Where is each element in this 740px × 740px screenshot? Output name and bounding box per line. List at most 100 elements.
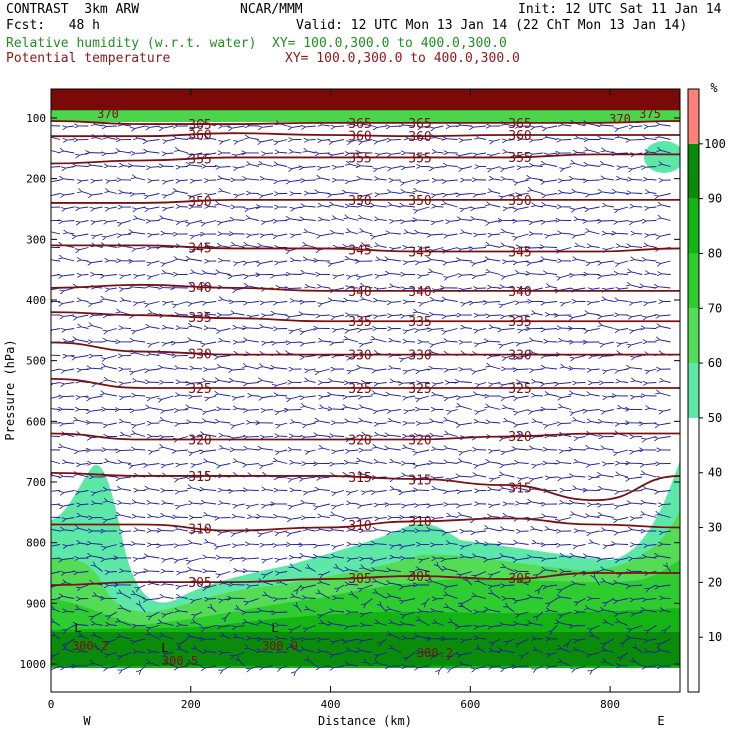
theta-label: 365 — [188, 118, 211, 133]
wind-vector — [492, 192, 501, 194]
wind-vector — [262, 126, 274, 127]
wind-vector — [417, 312, 430, 316]
wind-vector — [233, 369, 245, 370]
theta-label: 330 — [348, 349, 371, 364]
wind-vector — [602, 260, 614, 263]
wind-vector — [503, 341, 515, 345]
wind-vector — [152, 180, 160, 181]
colorbar-label: 70 — [708, 301, 722, 315]
wind-vector — [647, 383, 657, 384]
wind-vector — [405, 288, 416, 289]
theta-label: 350 — [188, 195, 211, 210]
rh-fill-90 — [51, 632, 680, 666]
wind-vector — [365, 246, 373, 248]
wind-vector — [138, 275, 146, 276]
wind-vector — [264, 179, 274, 180]
wind-vector — [631, 246, 643, 247]
wind-vector — [491, 166, 501, 170]
wind-vector — [489, 407, 501, 410]
wind-vector — [190, 408, 203, 410]
wind-vector — [550, 477, 558, 478]
wind-vector — [490, 205, 501, 208]
wind-vector — [276, 342, 288, 343]
wind-vector — [516, 666, 529, 667]
wind-vector — [505, 274, 515, 277]
wind-vector — [619, 260, 629, 264]
wind-vector — [362, 193, 373, 197]
wind-vector — [305, 437, 316, 438]
wind-vector — [163, 125, 174, 128]
theta-label: 355 — [188, 153, 211, 168]
wind-vector — [378, 139, 387, 142]
wind-vector — [265, 410, 274, 411]
wind-vector — [294, 234, 302, 235]
wind-vector — [405, 315, 416, 316]
wind-vector — [336, 329, 345, 330]
wind-vector — [322, 220, 330, 221]
colorbar-swatch — [688, 308, 699, 364]
wind-vector — [109, 192, 117, 194]
wind-vector — [278, 139, 288, 142]
wind-vector — [602, 315, 614, 316]
rh-top-blob — [644, 141, 680, 173]
wind-vector — [649, 273, 657, 274]
wind-vector — [251, 638, 259, 639]
wind-vector — [149, 287, 160, 288]
wind-vector — [308, 381, 316, 383]
wind-vector — [379, 246, 387, 248]
wind-vector — [422, 288, 430, 289]
wind-vector — [518, 409, 529, 413]
wind-vector — [630, 368, 643, 369]
wind-vector — [432, 329, 444, 330]
wind-vector — [379, 179, 387, 180]
wind-vector — [67, 233, 75, 234]
wind-vector — [544, 247, 558, 248]
wind-vector — [223, 191, 231, 194]
wind-vector — [535, 313, 543, 316]
wind-vector — [635, 260, 643, 262]
colorbar-label: 60 — [708, 356, 722, 370]
wind-vector — [232, 125, 245, 128]
wind-vector — [545, 302, 558, 303]
wind-vector — [618, 274, 629, 275]
wind-vector — [630, 140, 643, 141]
wind-vector — [105, 299, 117, 302]
wind-vector — [148, 193, 160, 197]
y-axis-label: Pressure (hPa) — [3, 339, 17, 440]
wind-vector — [335, 126, 345, 127]
wind-vector — [507, 207, 515, 208]
wind-vector — [190, 220, 203, 224]
wind-vector — [588, 165, 600, 167]
header-model: CONTRAST 3km ARW — [6, 2, 140, 17]
wind-vector — [351, 274, 359, 277]
theta-label: 305 — [408, 570, 431, 585]
wind-vector — [433, 166, 444, 169]
wind-vector — [446, 315, 458, 316]
wind-vector — [662, 205, 671, 208]
wind-vector — [303, 167, 316, 168]
wind-vector — [333, 205, 345, 208]
wind-vector — [179, 150, 188, 154]
wind-vector — [51, 179, 61, 183]
wind-vector — [492, 152, 501, 155]
wind-vector — [546, 193, 558, 196]
wind-vector — [404, 125, 416, 126]
wind-vector — [417, 191, 430, 194]
wind-vector — [521, 288, 529, 289]
wind-vector — [422, 275, 430, 276]
wind-vector — [134, 368, 146, 372]
wind-vector — [150, 327, 160, 329]
wind-vector — [264, 437, 274, 438]
wind-vector — [179, 395, 188, 396]
wind-vector — [250, 164, 259, 167]
wind-vector — [519, 315, 529, 316]
wind-vector — [619, 300, 629, 301]
colorbar-swatch — [688, 198, 699, 254]
wind-vector — [433, 368, 444, 369]
wind-vector — [220, 273, 231, 275]
wind-vector — [491, 287, 501, 288]
wind-vector — [463, 166, 472, 169]
colorbar-label: 50 — [708, 411, 722, 425]
wind-vector — [575, 287, 586, 290]
wind-vector — [602, 325, 614, 329]
